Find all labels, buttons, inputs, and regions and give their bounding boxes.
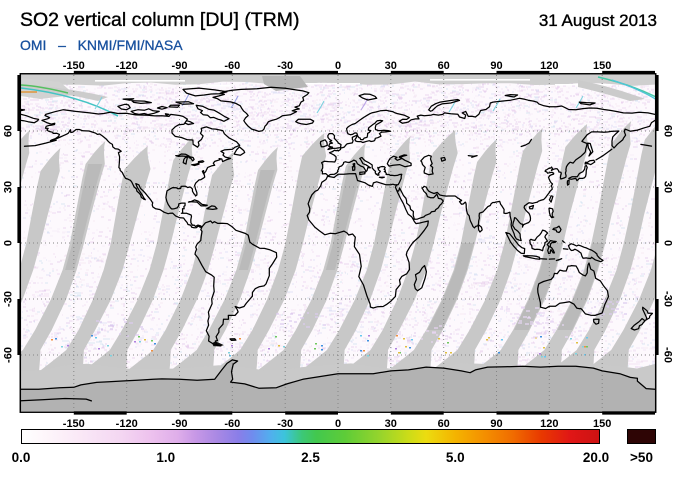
svg-text:-30: -30 [3, 291, 15, 307]
svg-text:0: 0 [3, 240, 15, 246]
svg-text:-60: -60 [3, 347, 15, 363]
svg-text:60: 60 [3, 125, 15, 137]
svg-text:120: 120 [540, 60, 558, 72]
svg-text:OMI – KNMI/FMI/NASA: OMI – KNMI/FMI/NASA [20, 37, 183, 53]
svg-text:30: 30 [3, 181, 15, 193]
svg-text:-60: -60 [224, 60, 240, 72]
svg-text:-90: -90 [172, 60, 188, 72]
svg-text:0: 0 [335, 60, 341, 72]
svg-text:SO2 vertical column [DU] (TRM): SO2 vertical column [DU] (TRM) [20, 9, 300, 31]
svg-text:>50: >50 [630, 450, 653, 465]
svg-text:-60: -60 [662, 347, 674, 363]
svg-text:0: 0 [662, 240, 674, 246]
svg-text:90: 90 [490, 418, 502, 430]
svg-text:90: 90 [490, 60, 502, 72]
svg-text:-90: -90 [172, 418, 188, 430]
svg-text:0: 0 [335, 418, 341, 430]
svg-text:60: 60 [438, 418, 450, 430]
svg-text:30: 30 [385, 60, 397, 72]
svg-text:120: 120 [540, 418, 558, 430]
svg-text:-60: -60 [224, 418, 240, 430]
svg-text:20.0: 20.0 [583, 450, 609, 465]
svg-text:1.0: 1.0 [156, 450, 175, 465]
svg-text:31 August 2013: 31 August 2013 [539, 11, 657, 30]
svg-text:-30: -30 [277, 60, 293, 72]
svg-text:60: 60 [662, 125, 674, 137]
svg-text:150: 150 [593, 418, 611, 430]
svg-text:60: 60 [438, 60, 450, 72]
svg-text:-150: -150 [63, 60, 85, 72]
svg-text:30: 30 [385, 418, 397, 430]
svg-text:-150: -150 [63, 418, 85, 430]
svg-text:-30: -30 [277, 418, 293, 430]
svg-text:-120: -120 [116, 60, 138, 72]
svg-text:-120: -120 [116, 418, 138, 430]
svg-text:-30: -30 [662, 291, 674, 307]
svg-text:0.0: 0.0 [12, 450, 31, 465]
svg-text:30: 30 [662, 181, 674, 193]
svg-text:150: 150 [593, 60, 611, 72]
svg-text:2.5: 2.5 [301, 450, 320, 465]
svg-text:5.0: 5.0 [446, 450, 465, 465]
